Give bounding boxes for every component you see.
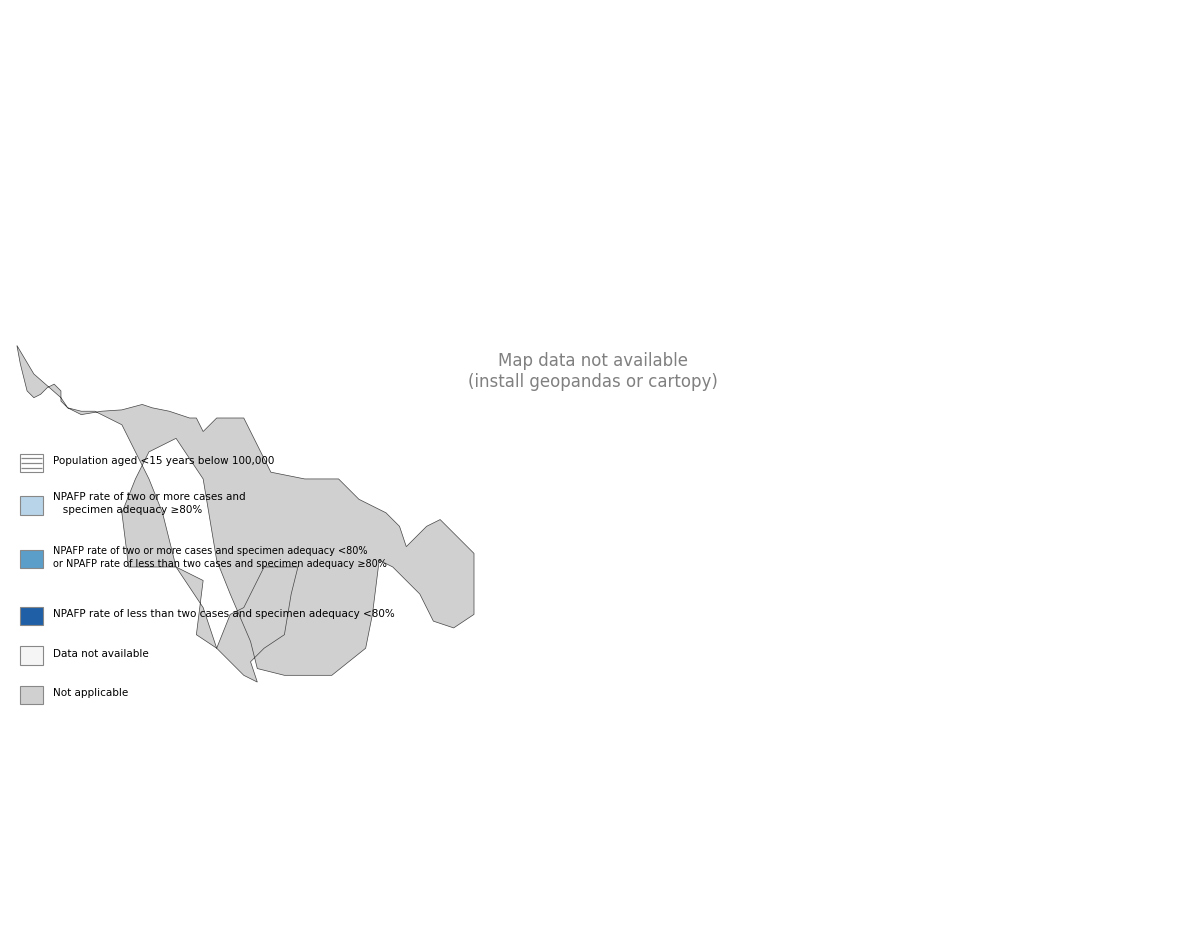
Text: NPAFP rate of two or more cases and
   specimen adequacy ≥80%: NPAFP rate of two or more cases and spec… (52, 492, 245, 514)
Text: NPAFP rate of less than two cases and specimen adequacy <80%: NPAFP rate of less than two cases and sp… (52, 609, 395, 618)
Bar (20, 687, 43, 704)
Text: Not applicable: Not applicable (52, 688, 128, 698)
Bar (20, 607, 43, 625)
Text: Data not available: Data not available (52, 648, 148, 658)
Text: Population aged <15 years below 100,000: Population aged <15 years below 100,000 (52, 456, 274, 466)
Bar (20, 647, 43, 665)
Polygon shape (17, 346, 474, 682)
Bar (20, 550, 43, 569)
Bar (20, 454, 43, 472)
Text: Map data not available
(install geopandas or cartopy): Map data not available (install geopanda… (468, 352, 717, 391)
Text: NPAFP rate of two or more cases and specimen adequacy <80%
or NPAFP rate of less: NPAFP rate of two or more cases and spec… (52, 546, 386, 568)
Bar (20, 496, 43, 515)
